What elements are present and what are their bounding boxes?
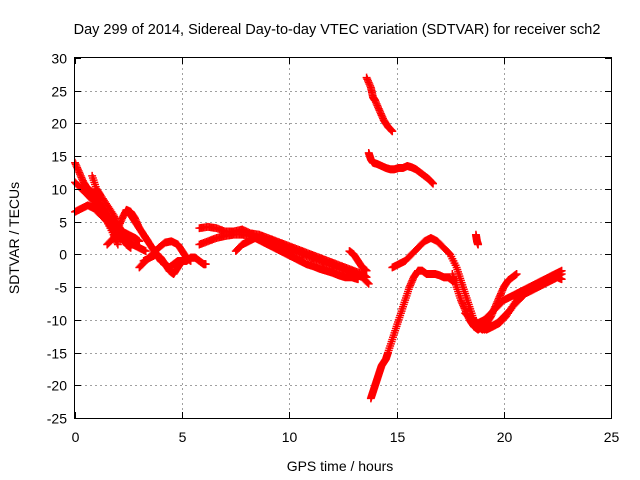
y-tick-label: 10 (51, 182, 67, 198)
x-tick-label: 15 (390, 429, 406, 445)
series-arc-11 (231, 234, 362, 284)
data-point (512, 270, 521, 278)
y-tick-label: -10 (47, 313, 67, 329)
series-arc-3 (71, 178, 122, 249)
data-points (71, 73, 566, 403)
series-arc-14 (364, 148, 437, 188)
x-tick-label: 5 (179, 429, 187, 445)
data-point (388, 127, 397, 136)
data-point (557, 275, 566, 284)
y-tick-label: 5 (59, 215, 67, 231)
y-tick-label: 0 (59, 247, 67, 263)
series-arc-13 (362, 73, 397, 136)
data-point (186, 256, 195, 265)
y-tick-label: 30 (51, 51, 67, 67)
series-arc-20 (482, 273, 566, 334)
y-axis-label: SDTVAR / TECUs (6, 182, 22, 294)
y-tick-label: 25 (51, 84, 67, 100)
y-tick-label: -25 (47, 411, 67, 427)
data-point (364, 279, 373, 288)
x-tick-label: 10 (282, 429, 298, 445)
y-tick-label: -5 (55, 280, 68, 296)
plot-frame (74, 57, 612, 419)
data-point (429, 179, 437, 188)
data-point (354, 275, 362, 284)
chart-title: Day 299 of 2014, Sidereal Day-to-day VTE… (74, 22, 601, 38)
x-tick-label: 25 (604, 429, 620, 445)
data-point (135, 237, 144, 246)
x-axis-label: GPS time / hours (287, 458, 394, 474)
series-arc-8 (139, 250, 187, 278)
data-point (141, 247, 150, 256)
axis-ticks: 0 5 10 15 20 25 30 25 20 15 10 5 0 -5 -10 -15 -20 -25 (47, 51, 620, 446)
data-point (362, 266, 371, 275)
data-point (363, 278, 372, 287)
data-point (113, 240, 122, 249)
grid (75, 58, 611, 418)
y-tick-label: -15 (47, 346, 67, 362)
y-tick-label: 15 (51, 149, 67, 165)
x-tick-label: 0 (72, 429, 80, 445)
data-point (178, 256, 187, 265)
y-tick-label: 20 (51, 116, 67, 132)
data-point (474, 240, 483, 249)
series-arc-21 (471, 230, 483, 249)
series-arc-12 (345, 247, 371, 275)
y-tick-label: -20 (47, 378, 67, 394)
series-arc-15 (366, 266, 461, 403)
x-tick-label: 20 (497, 429, 513, 445)
data-point (201, 260, 210, 269)
